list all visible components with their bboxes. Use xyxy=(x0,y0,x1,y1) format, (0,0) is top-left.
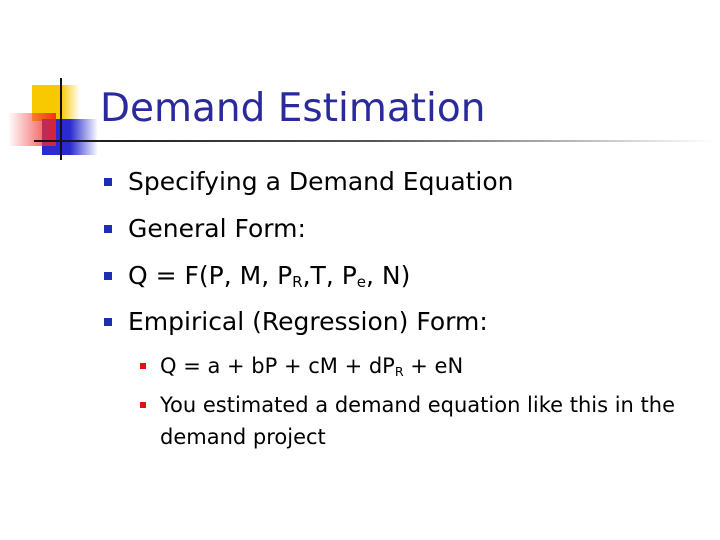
sub-bullet-square-icon xyxy=(140,402,146,408)
logo-vertical-line xyxy=(60,78,62,160)
bullet-square-icon xyxy=(104,318,112,326)
sub-bullet-text: You estimated a demand equation like thi… xyxy=(160,393,676,449)
bullet-item: Specifying a Demand Equation xyxy=(104,167,514,196)
bullet-item: Q = F(P, M, PR,T, Pe, N) xyxy=(104,261,410,291)
sub-bullet-text: Q = a + bP + cM + dPR + eN xyxy=(160,354,464,379)
bullet-text: Empirical (Regression) Form: xyxy=(128,307,488,336)
bullet-item: Empirical (Regression) Form: xyxy=(104,307,488,336)
bullet-text: Specifying a Demand Equation xyxy=(128,167,514,196)
bullet-text: General Form: xyxy=(128,214,306,243)
sub-bullet-square-icon xyxy=(140,363,146,369)
slide-title: Demand Estimation xyxy=(100,86,486,131)
title-underline xyxy=(34,140,714,142)
sub-bullet-item: Q = a + bP + cM + dPR + eN xyxy=(140,350,700,388)
bullet-square-icon xyxy=(104,272,112,280)
bullet-square-icon xyxy=(104,225,112,233)
bullet-square-icon xyxy=(104,178,112,186)
bullet-text: Q = F(P, M, PR,T, Pe, N) xyxy=(128,261,411,291)
sub-bullet-item: You estimated a demand equation like thi… xyxy=(140,389,700,453)
bullet-item: General Form: xyxy=(104,214,306,243)
